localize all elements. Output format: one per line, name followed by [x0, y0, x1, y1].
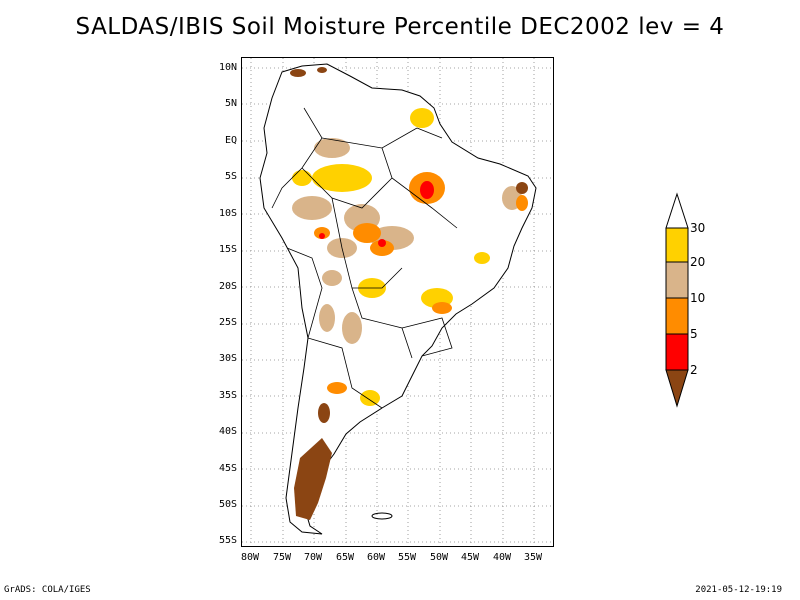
lat-label-15s: 15S [218, 244, 237, 255]
lon-label-40w: 40W [492, 552, 512, 563]
lon-label-55w: 55W [397, 552, 417, 563]
lon-label-75w: 75W [272, 552, 292, 563]
legend-label-30: 30 [690, 221, 706, 235]
legend-swatch-above-30 [665, 192, 689, 229]
lat-label-20s: 20S [218, 281, 237, 292]
lat-label-5n: 5N [224, 98, 237, 109]
lon-label-35w: 35W [523, 552, 543, 563]
map-plot-area [241, 57, 554, 547]
lat-label-50s: 50S [218, 499, 237, 510]
legend-colorbar [665, 192, 689, 408]
legend-swatch-below-2 [665, 369, 689, 408]
lat-label-10s: 10S [218, 208, 237, 219]
lat-label-eq: EQ [224, 135, 237, 146]
lon-label-50w: 50W [429, 552, 449, 563]
lat-label-30s: 30S [218, 353, 237, 364]
footer-timestamp: 2021-05-12-19:19 [695, 585, 782, 595]
lon-label-80w: 80W [240, 552, 260, 563]
lat-label-35s: 35S [218, 390, 237, 401]
legend-swatch-2-5 [665, 333, 689, 371]
legend-label-2: 2 [690, 363, 698, 377]
legend-label-10: 10 [690, 291, 706, 305]
footer-credit: GrADS: COLA/IGES [4, 585, 91, 595]
lon-label-45w: 45W [460, 552, 480, 563]
lon-label-70w: 70W [303, 552, 323, 563]
legend-label-5: 5 [690, 327, 698, 341]
falkland-islands [371, 512, 393, 520]
color-legend: 30 20 10 5 2 [660, 190, 720, 410]
lat-label-40s: 40S [218, 426, 237, 437]
map-title: SALDAS/IBIS Soil Moisture Percentile DEC… [75, 14, 725, 40]
legend-label-20: 20 [690, 255, 706, 269]
lon-label-65w: 65W [335, 552, 355, 563]
legend-swatch-5-10 [665, 297, 689, 335]
lon-label-60w: 60W [366, 552, 386, 563]
legend-swatch-20-30 [665, 227, 689, 263]
lat-label-10n: 10N [218, 62, 237, 73]
south-america-map [242, 58, 553, 546]
country-borders [271, 107, 458, 409]
lat-label-45s: 45S [218, 463, 237, 474]
legend-swatch-10-20 [665, 261, 689, 299]
lat-label-25s: 25S [218, 317, 237, 328]
lat-label-55s: 55S [218, 535, 237, 546]
lat-label-5s: 5S [224, 171, 237, 182]
percentile-shading [290, 67, 528, 520]
